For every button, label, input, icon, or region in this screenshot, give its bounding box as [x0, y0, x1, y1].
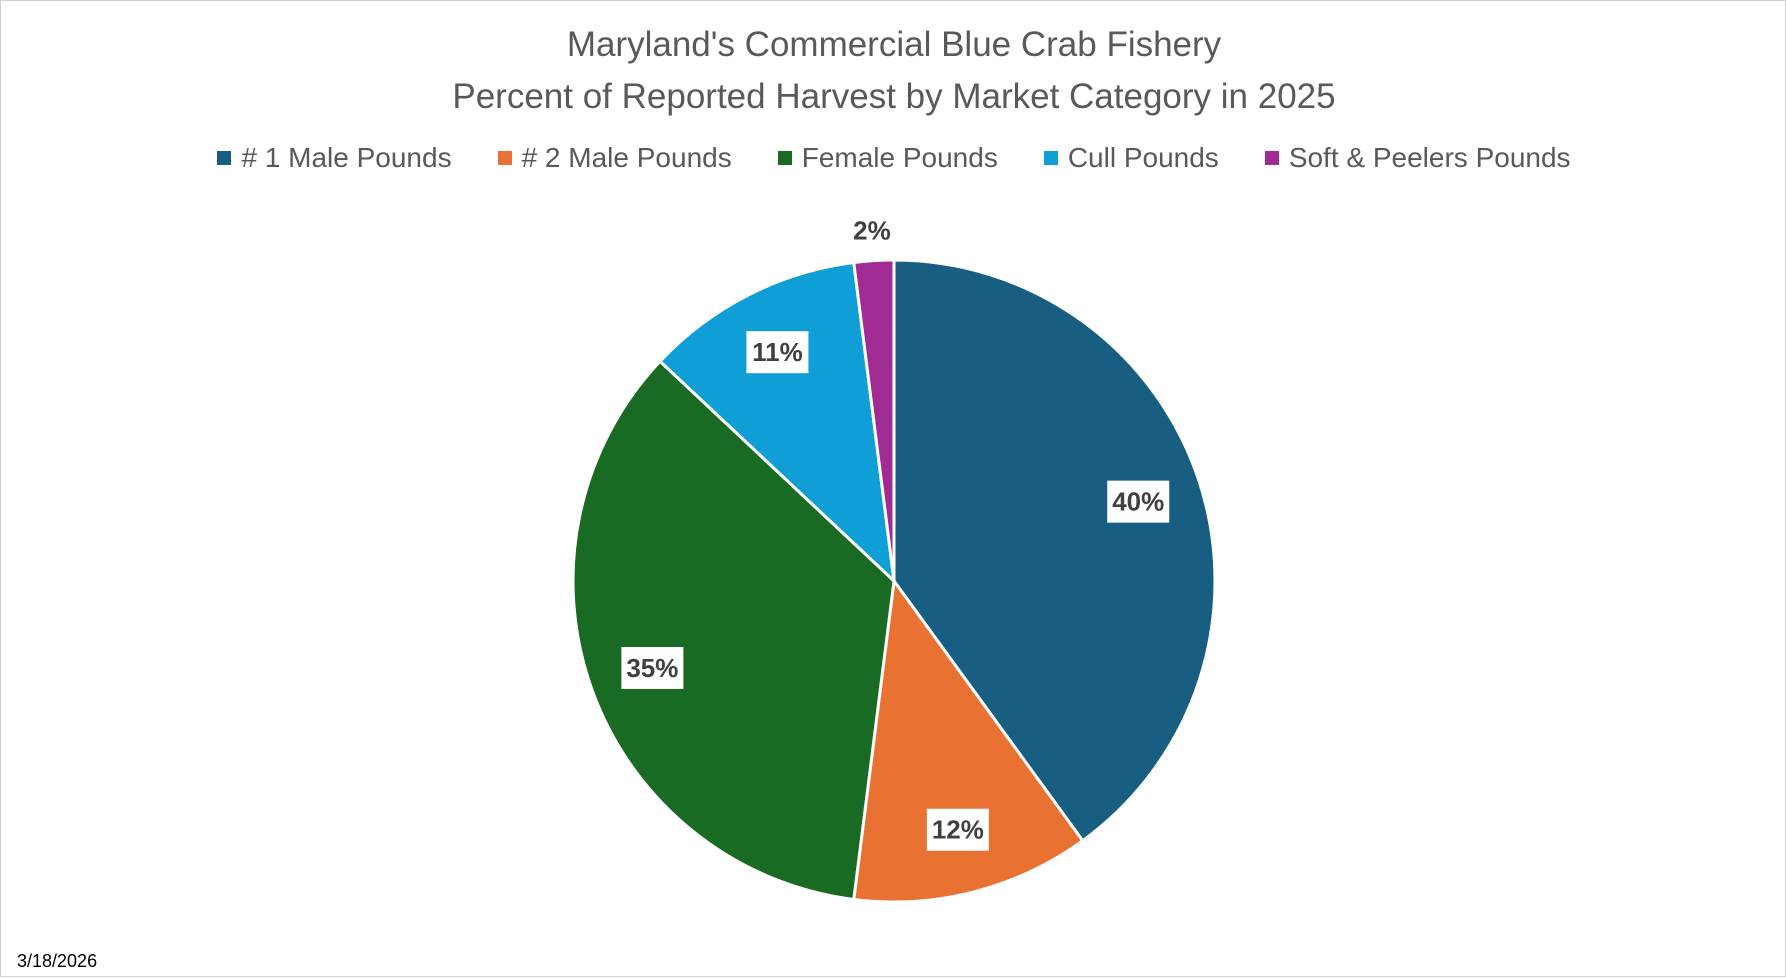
- legend-label: Cull Pounds: [1067, 142, 1219, 173]
- data-label-text: 40%: [1112, 487, 1164, 517]
- pie-slice: [892, 258, 1217, 843]
- data-label-background: [926, 808, 989, 851]
- legend-label: # 1 Male Pounds: [241, 142, 452, 173]
- footer-date: 3/18/2026: [17, 951, 98, 971]
- pie-slice: [571, 359, 896, 902]
- legend-swatch: [1043, 151, 1058, 165]
- chart-title-block: Maryland's Commercial Blue Crab Fishery …: [1, 19, 1786, 123]
- legend-swatch: [497, 151, 512, 165]
- legend-swatch: [217, 151, 232, 165]
- legend-item: # 1 Male Pounds: [217, 142, 452, 174]
- data-label: 12%: [926, 808, 989, 851]
- data-label-text: 12%: [932, 815, 984, 845]
- pie-slice: [852, 258, 896, 582]
- chart-legend: # 1 Male Pounds # 2 Male Pounds Female Pou…: [1, 142, 1786, 174]
- legend-item: # 2 Male Pounds: [497, 142, 732, 174]
- pie-slice: [657, 260, 897, 585]
- legend-swatch: [777, 151, 792, 165]
- legend-item: Cull Pounds: [1043, 142, 1219, 174]
- legend-label: Female Pounds: [801, 142, 998, 173]
- data-label-background: [621, 646, 684, 689]
- legend-item: Female Pounds: [777, 142, 998, 174]
- legend-swatch: [1264, 151, 1279, 165]
- data-labels: 40% 12% 35% 11% 2%: [621, 216, 1170, 851]
- data-label: 35%: [621, 646, 684, 689]
- pie-slice: [852, 577, 1085, 904]
- data-label-background: [1107, 480, 1170, 523]
- legend-label: Soft & Peelers Pounds: [1288, 142, 1571, 173]
- data-label-text: 11%: [752, 337, 803, 367]
- data-label: 11%: [746, 331, 809, 374]
- data-label-background: [746, 331, 809, 374]
- chart-subtitle: Percent of Reported Harvest by Market Ca…: [452, 77, 1336, 116]
- data-label: 2%: [853, 216, 891, 246]
- legend-label: # 2 Male Pounds: [521, 142, 732, 173]
- data-label: 40%: [1107, 480, 1170, 523]
- data-label-text: 2%: [853, 216, 891, 246]
- data-label-text: 35%: [626, 653, 678, 683]
- legend-item: Soft & Peelers Pounds: [1264, 142, 1571, 174]
- chart-title: Maryland's Commercial Blue Crab Fishery: [566, 25, 1222, 64]
